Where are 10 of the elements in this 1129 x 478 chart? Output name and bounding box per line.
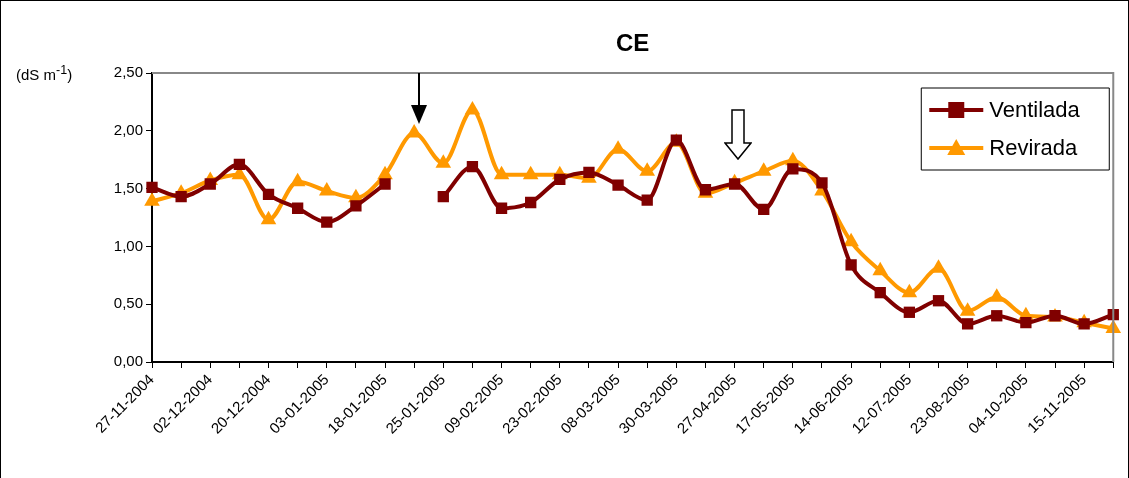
y-tick-label: 1,00 — [113, 236, 143, 254]
y-tick-label: 1,50 — [113, 178, 143, 196]
chart-title: CE — [615, 28, 650, 56]
y-tick-label: 2,00 — [113, 120, 143, 138]
y-tick-label: 2,50 — [113, 63, 143, 81]
y-tick-label: 0,50 — [113, 294, 143, 312]
legend-label: Ventilada — [989, 97, 1081, 123]
y-tick-label: 0,00 — [113, 352, 143, 370]
legend-label: Revirada — [989, 135, 1079, 161]
y-axis-title: (dS m$^{-1}$) — [16, 63, 73, 83]
